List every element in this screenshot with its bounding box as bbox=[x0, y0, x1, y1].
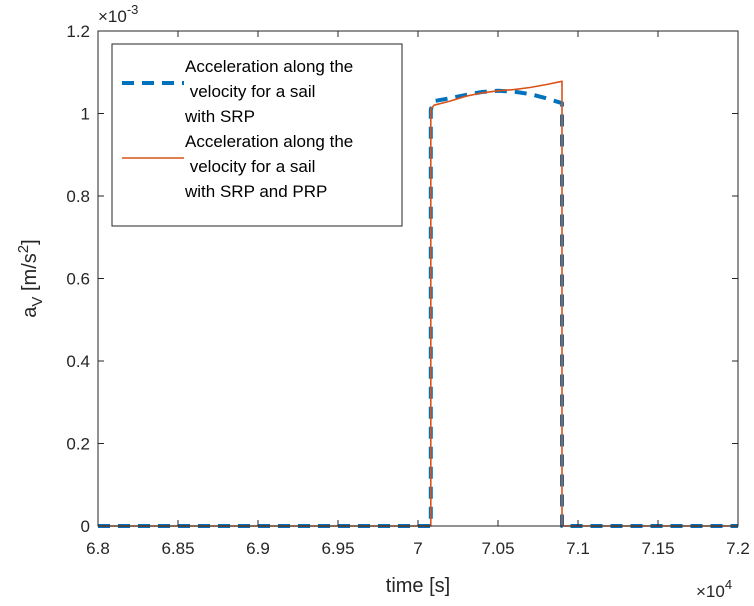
y-label-subscript: V bbox=[29, 297, 46, 307]
x-tick-label: 7.05 bbox=[481, 539, 514, 558]
series-line-2 bbox=[98, 80, 738, 527]
x-axis-exponent: ×104 bbox=[696, 577, 732, 601]
series-layer bbox=[98, 80, 738, 528]
y-tick-label: 0 bbox=[81, 517, 90, 536]
x-tick-label: 6.95 bbox=[321, 539, 354, 558]
y-exponent-power: -3 bbox=[127, 2, 139, 17]
legend: Acceleration along the velocity for a sa… bbox=[111, 43, 403, 227]
x-tick-label: 6.9 bbox=[246, 539, 270, 558]
legend-label-line: Acceleration along the bbox=[185, 132, 353, 151]
x-tick-label: 7.15 bbox=[641, 539, 674, 558]
x-exponent-base: ×10 bbox=[696, 582, 725, 601]
legend-label-line: with SRP and PRP bbox=[184, 182, 327, 201]
y-tick-label: 0.6 bbox=[66, 270, 90, 289]
legend-label-line: velocity for a sail bbox=[185, 82, 315, 101]
legend-label-line: with SRP bbox=[184, 107, 255, 126]
legend-label-line: velocity for a sail bbox=[185, 157, 315, 176]
y-tick-label: 1.2 bbox=[66, 22, 90, 41]
y-axis-exponent: ×10-3 bbox=[98, 2, 138, 26]
x-axis-label: time [s] bbox=[386, 575, 450, 597]
y-tick-label: 0.4 bbox=[66, 352, 90, 371]
y-tick-label: 0.8 bbox=[66, 187, 90, 206]
y-label-symbol: a bbox=[19, 306, 41, 318]
x-tick-label: 7.2 bbox=[726, 539, 750, 558]
y-axis-label: aV [m/s2] bbox=[15, 239, 46, 317]
y-label-superscript: 2 bbox=[15, 245, 32, 253]
x-tick-label: 7.1 bbox=[566, 539, 590, 558]
x-tick-label: 6.85 bbox=[161, 539, 194, 558]
legend-box bbox=[111, 43, 403, 227]
y-exponent-base: ×10 bbox=[98, 7, 127, 26]
x-exponent-power: 4 bbox=[725, 577, 732, 592]
y-label-unit: [m/s bbox=[19, 253, 41, 296]
y-tick-label: 1 bbox=[81, 105, 90, 124]
y-tick-label: 0.2 bbox=[66, 435, 90, 454]
y-label-close: ] bbox=[19, 239, 41, 245]
legend-label-line: Acceleration along the bbox=[185, 57, 353, 76]
ticks-layer: 6.8 6.85 6.9 6.95 7 7.05 7.1 7.15 7.2 0 0.2 0.4 0.6 0… bbox=[66, 22, 749, 558]
x-tick-label: 7 bbox=[413, 539, 422, 558]
x-tick-label: 6.8 bbox=[86, 539, 110, 558]
